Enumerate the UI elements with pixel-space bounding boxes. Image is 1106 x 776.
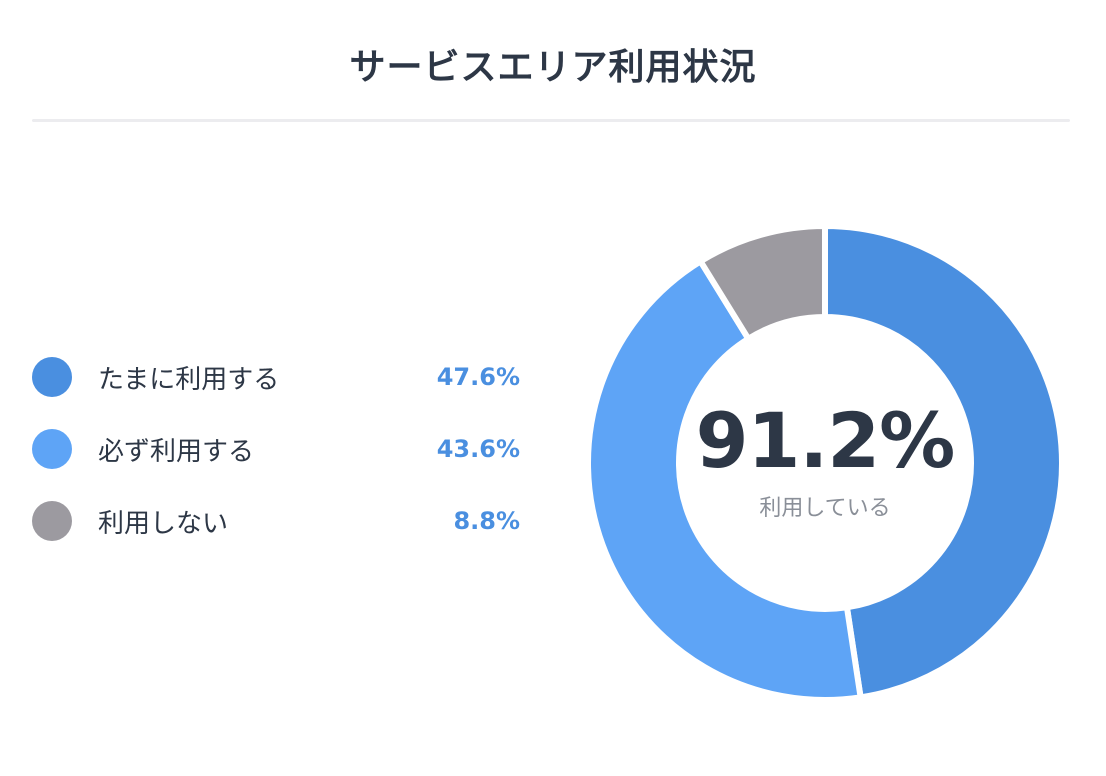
- title-divider: [32, 119, 1070, 122]
- legend-swatch-occasionally: [32, 357, 72, 397]
- legend-label-never: 利用しない: [98, 509, 229, 539]
- legend-label-occasionally: たまに利用する: [98, 365, 280, 395]
- legend-label-always: 必ず利用する: [98, 437, 255, 467]
- chart-legend: たまに利用する 47.6% 必ず利用する 43.6% 利用しない 8.8%: [32, 355, 532, 571]
- donut-chart-svg: [585, 222, 1065, 703]
- donut-slice-never: [696, 222, 828, 343]
- legend-swatch-always: [32, 429, 72, 469]
- legend-item-always: 必ず利用する 43.6%: [32, 427, 532, 469]
- donut-center-value: 91.2%: [695, 396, 956, 485]
- donut-slice-occasionally: [822, 222, 1065, 701]
- legend-item-never: 利用しない 8.8%: [32, 499, 532, 541]
- legend-swatch-never: [32, 501, 72, 541]
- donut-slice-always: [585, 257, 865, 703]
- legend-value-always: 43.6%: [436, 435, 520, 463]
- legend-value-never: 8.8%: [453, 507, 520, 535]
- donut-center-label: 利用している: [759, 496, 891, 521]
- legend-value-occasionally: 47.6%: [436, 363, 520, 391]
- chart-title: サービスエリア利用状況: [349, 47, 757, 88]
- legend-item-occasionally: たまに利用する 47.6%: [32, 355, 532, 397]
- donut-chart: 91.2% 利用している: [580, 218, 1070, 708]
